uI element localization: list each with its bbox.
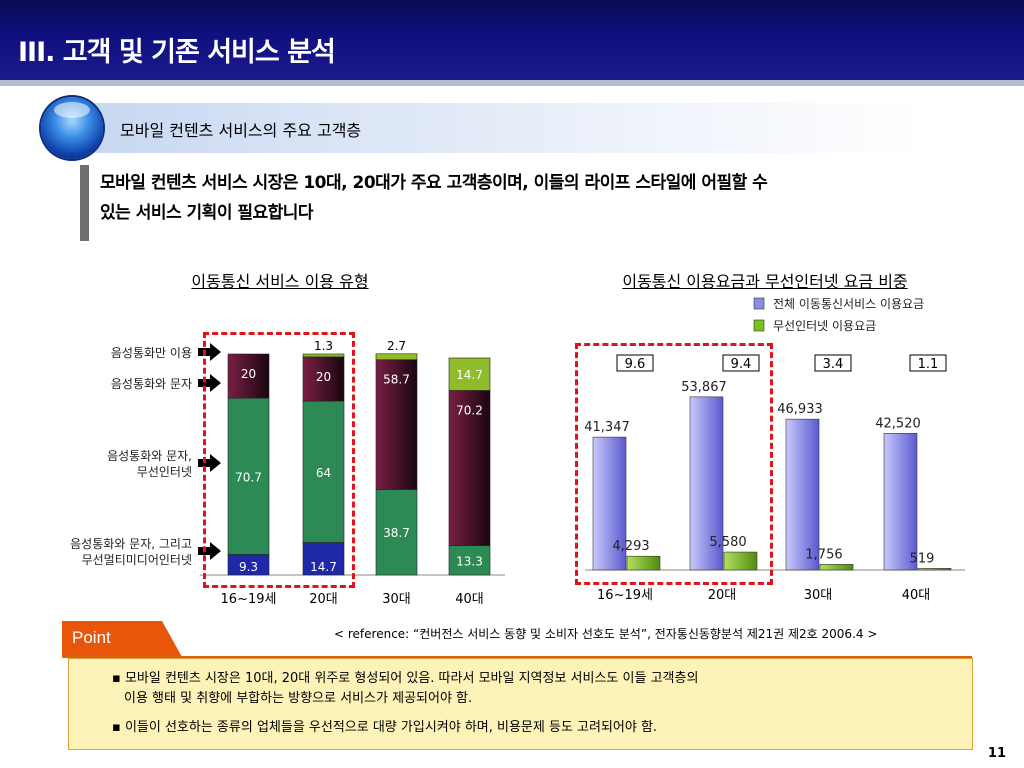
right-chart-title: 이동통신 이용요금과 무선인터넷 요금 비중 [622,272,908,291]
ratio-value: 3.4 [823,357,844,372]
page-title: III. 고객 및 기존 서비스 분석 [18,37,336,68]
fee-value-label: 1,756 [805,547,842,562]
lead-line-2: 있는 서비스 기획이 필요합니다 [100,203,314,223]
lead-line-1: 모바일 컨텐츠 서비스 시장은 10대, 20대가 주요 고객층이며, 이들의 … [100,173,768,193]
stack-segment [302,353,345,358]
stack-segment [375,489,418,576]
stack-segment [227,397,270,555]
right-legend-label: 전체 이동통신서비스 이용요금 [773,297,924,311]
stack-segment [302,400,345,543]
fee-value-label: 5,580 [709,535,746,550]
ratio-box [722,354,760,372]
fee-bar [723,551,758,571]
stack-value-label: 58.7 [383,373,410,387]
right-category-label: 30대 [804,588,833,603]
left-legend-label: 음성통화와 문자, 그리고 [70,537,192,551]
right-category-label: 40대 [902,588,931,603]
fee-bar [785,418,820,571]
stack-value-label: 14.7 [310,560,337,574]
fee-bar [819,564,854,571]
right-legend-swatch [753,319,765,332]
section-title: 모바일 컨텐츠 서비스의 주요 고객층 [120,121,362,140]
stack-segment [375,359,418,490]
header-divider [0,80,1024,86]
left-legend-label: 음성통화와 문자, [107,449,192,463]
stack-value-label: 20 [316,370,331,384]
point-bullet-1-line-2: 이용 행태 및 취향에 부합하는 방향으로 서비스가 제공되어야 함. [124,691,473,706]
point-box [68,658,973,750]
stack-value-label: 38.7 [383,526,410,540]
stack-value-label: 64 [316,466,331,480]
fee-bar [917,568,952,571]
point-divider [62,656,972,658]
stack-value-label: 14.7 [456,368,483,382]
header-bar [0,0,1024,80]
left-chart-title: 이동통신 서비스 이용 유형 [191,272,369,291]
fee-bar [626,555,661,571]
point-tab [62,621,182,657]
ratio-value: 9.4 [731,357,752,372]
left-category-label: 20대 [309,592,338,607]
usage-type-chart: 9.3 70.7 20 16~19세 14.7 64 20 1.3 20대 38.7 58.7 2.7… [70,339,505,607]
stack-value-label: 2.7 [387,339,406,353]
stack-value-label: 70.2 [456,403,483,417]
stack-segment [448,390,491,546]
lead-accent-bar [80,165,89,241]
legend-arrow-icon [198,454,221,472]
left-legend-label: 무선인터넷 [137,465,192,479]
stack-segment [448,545,491,576]
stack-value-label: 9.3 [239,560,258,574]
left-legend-label: 음성통화와 문자 [111,377,192,391]
legend-arrow-icon [198,374,221,392]
stack-value-label: 20 [241,367,256,381]
highlight-box-left [203,332,355,588]
legend-arrow-icon [198,542,221,560]
source-reference: < reference: “컨버전스 서비스 동향 및 소비자 선호도 분석”,… [334,627,878,641]
right-legend-label: 무선인터넷 이용요금 [773,319,876,333]
fee-bar [592,436,627,571]
point-bullet-1-line-1: ▪ 모바일 컨텐츠 시장은 10대, 20대 위주로 형성되어 있음. 따라서 … [112,671,699,686]
stack-segment [227,353,270,399]
legend-arrow-icon [198,343,221,361]
stack-value-label: 70.7 [235,470,262,484]
stack-segment [375,353,418,361]
left-legend-label: 무선멀티미디어인터넷 [82,553,192,567]
fee-bar [883,433,918,571]
fee-value-label: 41,347 [584,420,630,435]
left-category-label: 40대 [455,592,484,607]
stack-value-label: 1.3 [314,339,333,353]
ratio-box [814,354,852,372]
point-bullet-2: ▪ 이들이 선호하는 종류의 업체들을 우선적으로 대량 가입시켜야 하며, 비… [112,720,658,735]
fee-value-label: 519 [910,551,935,566]
ratio-value: 9.6 [625,357,646,372]
fee-value-label: 46,933 [777,402,823,417]
right-legend-swatch [753,297,765,310]
stack-segment [448,357,491,391]
left-category-label: 16~19세 [221,592,277,607]
fee-value-label: 4,293 [612,539,649,554]
stack-segment [302,356,345,402]
orb-highlight [54,102,90,118]
right-category-label: 16~19세 [597,588,653,603]
stack-value-label: 13.3 [456,554,483,568]
left-legend-label: 음성통화만 이용 [111,346,192,360]
page-number: 11 [987,746,1006,761]
fee-value-label: 53,867 [681,380,727,395]
right-category-label: 20대 [708,588,737,603]
point-label: Point [72,628,111,647]
ratio-box [909,354,947,372]
ratio-value: 1.1 [918,357,939,372]
fee-value-label: 42,520 [875,416,921,431]
left-category-label: 30대 [382,592,411,607]
ratio-box [616,354,654,372]
fee-ratio-chart: 41,347 4,293 16~19세 9.6 53,867 5,580 20대 9.4 46,… [584,297,965,603]
section-banner [92,103,922,153]
fee-bar [689,396,724,571]
lead-statement: 모바일 컨텐츠 서비스 시장은 10대, 20대가 주요 고객층이며, 이들의 … [100,168,960,228]
highlight-box-right [575,343,773,585]
